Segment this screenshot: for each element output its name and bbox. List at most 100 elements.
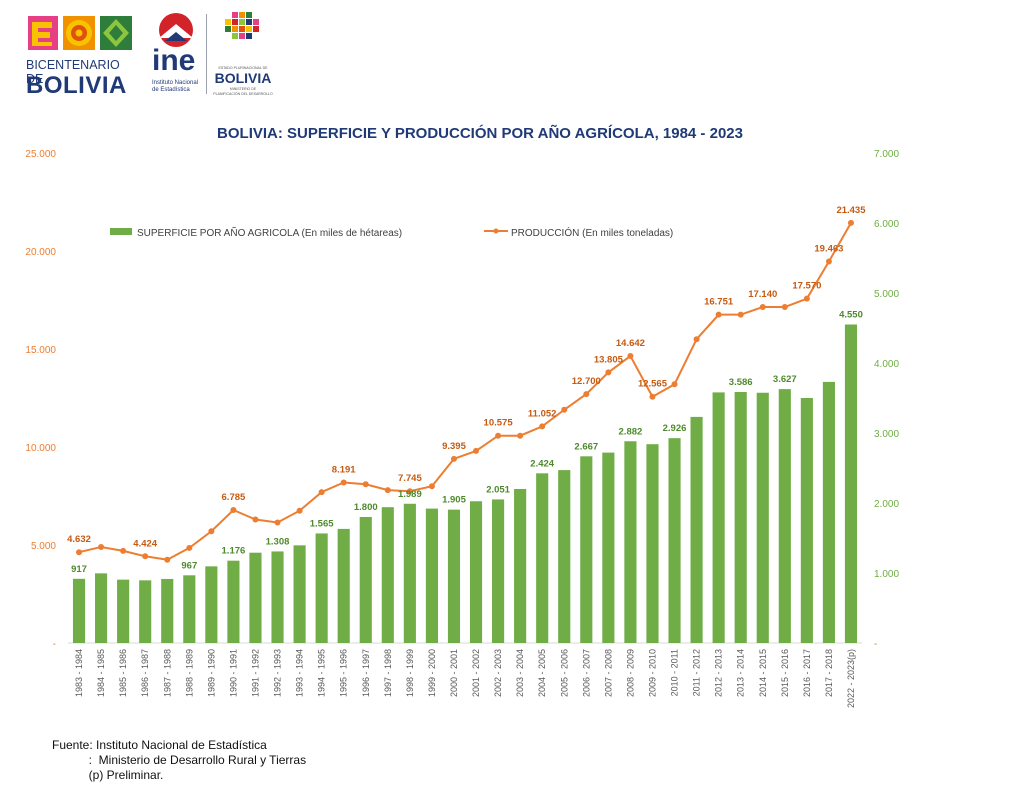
superficie-bar — [492, 499, 505, 643]
produccion-point — [649, 393, 656, 400]
y-left-tick-label: - — [53, 639, 56, 650]
superficie-bar — [403, 503, 416, 643]
produccion-data-label: 17.140 — [748, 289, 777, 300]
produccion-data-label: 8.191 — [332, 464, 356, 475]
x-tick-label: 2003 - 2004 — [515, 649, 525, 697]
ministerio-small-top: ESTADO PLURINACIONAL DE — [218, 66, 268, 70]
superficie-bar — [183, 575, 196, 643]
x-tick-label: 1988 - 1989 — [184, 649, 194, 697]
x-tick-label: 2006 - 2007 — [581, 649, 591, 697]
chart-title: BOLIVIA: SUPERFICIE Y PRODUCCIÓN POR AÑO… — [217, 124, 743, 142]
x-tick-label: 2007 - 2008 — [603, 649, 613, 697]
logo-divider — [206, 14, 207, 94]
ine-logo-text: ine — [152, 44, 196, 77]
superficie-data-label: 1.176 — [222, 546, 246, 557]
superficie-data-label: 2.882 — [619, 426, 643, 437]
produccion-point — [605, 369, 612, 376]
legend-bar-label: SUPERFICIE POR AÑO AGRICOLA (En miles de… — [137, 226, 402, 239]
produccion-point — [803, 295, 810, 302]
superficie-data-label: 2.051 — [486, 484, 510, 495]
x-tick-label: 1995 - 1996 — [339, 649, 349, 697]
x-tick-label: 2000 - 2001 — [449, 649, 459, 697]
produccion-point — [406, 488, 413, 495]
produccion-point — [340, 479, 347, 486]
superficie-bar — [646, 444, 659, 643]
superficie-bar — [668, 438, 681, 643]
ministerio-name: BOLIVIA — [214, 70, 272, 86]
x-tick-label: 1985 - 1986 — [118, 649, 128, 697]
chart-legend: SUPERFICIE POR AÑO AGRICOLA (En miles de… — [110, 226, 673, 239]
produccion-point — [539, 423, 546, 430]
footer-ministry-line: : Ministerio de Desarrollo Rural y Tierr… — [52, 753, 307, 767]
x-tick-label: 2009 - 2010 — [647, 649, 657, 697]
superficie-bar — [756, 392, 769, 643]
produccion-point — [98, 543, 105, 550]
superficie-data-label: 1.308 — [266, 536, 290, 547]
produccion-point — [164, 556, 171, 563]
produccion-point — [517, 432, 524, 439]
superficie-produccion-chart: BOLIVIA: SUPERFICIE Y PRODUCCIÓN POR AÑO… — [25, 124, 899, 708]
superficie-bar — [117, 579, 130, 643]
superficie-data-label: 1.989 — [398, 489, 422, 500]
produccion-point — [561, 406, 568, 413]
superficie-data-label: 2.667 — [574, 441, 598, 452]
produccion-point — [737, 311, 744, 318]
y-right-tick-label: 4.000 — [874, 359, 899, 370]
superficie-bar — [624, 441, 637, 643]
x-tick-label: 2014 - 2015 — [758, 649, 768, 697]
produccion-point — [473, 447, 480, 454]
y-right-tick-label: 2.000 — [874, 499, 899, 510]
produccion-data-label: 9.395 — [442, 441, 466, 452]
produccion-point — [847, 219, 854, 226]
superficie-bar — [536, 473, 549, 643]
produccion-data-label: 21.435 — [836, 205, 866, 216]
y-left-tick-label: 5.000 — [31, 541, 56, 552]
produccion-point — [76, 549, 83, 556]
produccion-data-label: 4.424 — [133, 538, 157, 549]
produccion-point — [230, 507, 237, 514]
superficie-data-label: 1.565 — [310, 518, 334, 529]
superficie-bar — [822, 381, 835, 643]
x-tick-label: 2001 - 2002 — [471, 649, 481, 697]
x-tick-label: 2010 - 2011 — [670, 649, 680, 696]
x-tick-label: 2013 - 2014 — [736, 649, 746, 697]
bicentenario-emblem-icon — [28, 16, 132, 50]
superficie-bar — [293, 545, 306, 643]
y-left-tick-label: 10.000 — [25, 443, 56, 454]
produccion-point — [825, 258, 832, 265]
superficie-data-label: 967 — [181, 560, 197, 571]
x-tick-label: 1998 - 1999 — [405, 649, 415, 697]
produccion-point — [450, 455, 457, 462]
superficie-data-label: 3.586 — [729, 377, 753, 388]
y-right-tick-label: 6.000 — [874, 219, 899, 230]
superficie-bar — [690, 416, 703, 643]
produccion-data-label: 13.805 — [594, 354, 624, 365]
superficie-data-label: 3.627 — [773, 374, 797, 385]
superficie-bar — [337, 528, 350, 643]
bicentenario-logo: BICENTENARIO DE BOLIVIA — [26, 14, 134, 99]
source-footer: Fuente: Instituto Nacional de Estadístic… — [52, 738, 306, 783]
superficie-bar — [95, 573, 108, 643]
legend-bar-swatch — [110, 228, 132, 235]
produccion-data-label: 10.575 — [484, 418, 514, 429]
superficie-bar — [249, 552, 262, 643]
ine-logo: ine Instituto Nacional de Estadística — [150, 10, 206, 98]
produccion-point — [583, 391, 590, 398]
superficie-bar — [734, 391, 747, 643]
produccion-point — [671, 381, 678, 388]
produccion-data-label: 16.751 — [704, 297, 734, 308]
y-left-tick-label: 25.000 — [25, 149, 56, 160]
superficie-bar — [580, 456, 593, 643]
superficie-bar — [205, 566, 218, 643]
produccion-point — [428, 483, 435, 490]
x-tick-label: 2002 - 2003 — [493, 649, 503, 697]
x-tick-label: 2016 - 2017 — [802, 649, 812, 697]
produccion-point — [318, 489, 325, 496]
x-tick-label: 2017 - 2018 — [824, 649, 834, 697]
produccion-line — [78, 222, 852, 561]
superficie-bar — [425, 508, 438, 643]
superficie-data-label: 1.800 — [354, 502, 378, 513]
produccion-point — [715, 311, 722, 318]
x-tick-label: 1987 - 1988 — [162, 649, 172, 697]
bicentenario-bottom-text: BOLIVIA — [26, 72, 127, 99]
